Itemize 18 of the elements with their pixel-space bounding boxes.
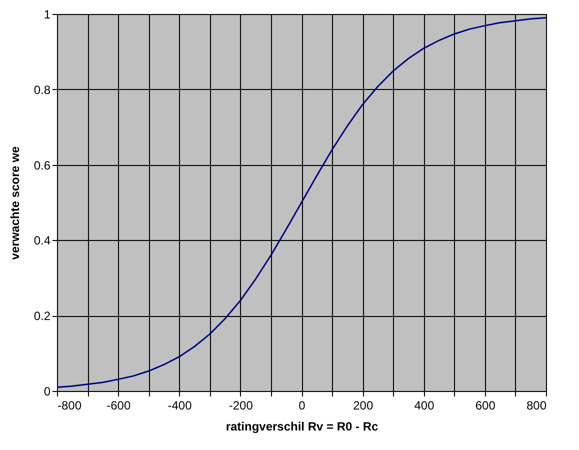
x-axis-title: ratingverschil Rv = R0 - Rc — [226, 420, 379, 434]
x-tick-label: -600 — [106, 398, 131, 412]
x-tick-label: -800 — [58, 398, 82, 412]
line-series — [56, 17, 547, 388]
y-axis-title: verwachte score we — [8, 146, 22, 260]
y-tick-label: 0.4 — [34, 234, 51, 248]
x-tick-label: 800 — [526, 398, 547, 412]
x-tick-label: 0 — [298, 398, 306, 412]
x-tick-label: 400 — [414, 398, 435, 412]
y-tick-label: 1 — [44, 8, 51, 22]
y-tick-label: 0.6 — [34, 158, 51, 172]
y-tick-label: 0 — [44, 384, 51, 398]
y-tick-label: 0.8 — [34, 82, 51, 97]
x-tick-label: -400 — [168, 398, 192, 412]
x-tick-label: -200 — [228, 398, 254, 412]
x-tick-label: 200 — [353, 398, 374, 412]
y-tick-label: 0.2 — [34, 309, 51, 324]
x-tick-label: 600 — [475, 398, 496, 412]
